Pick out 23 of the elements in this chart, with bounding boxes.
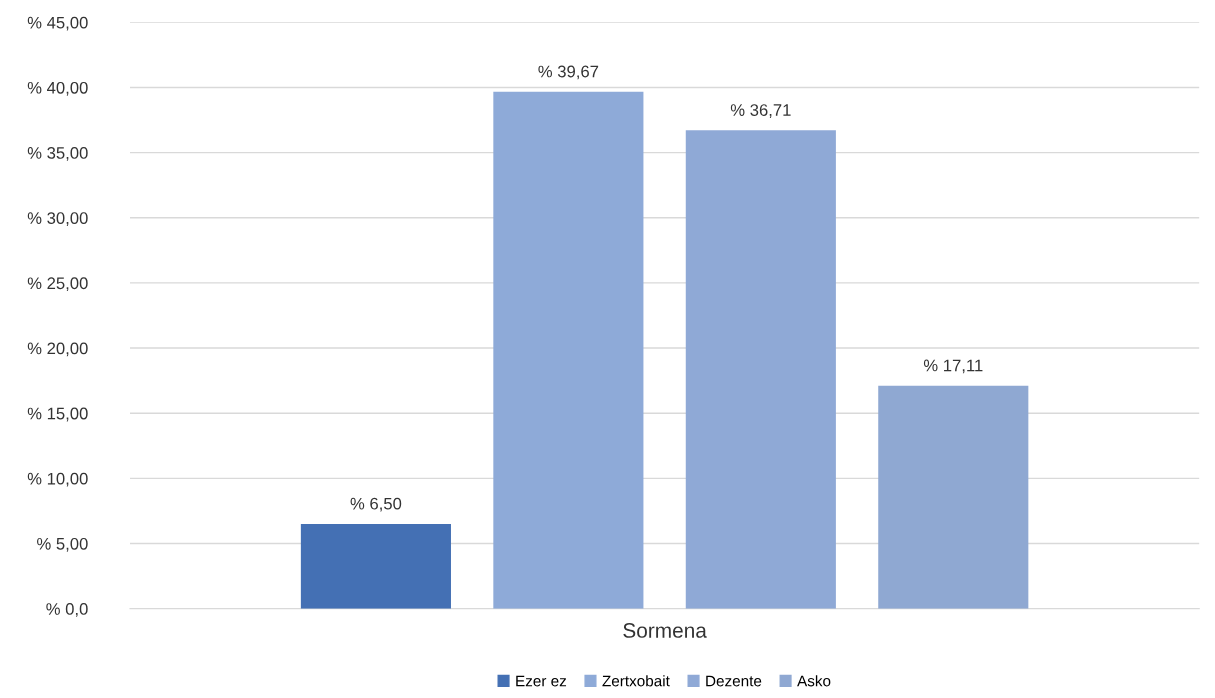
y-tick-label: % 15,00 bbox=[27, 407, 88, 422]
y-tick-label: % 45,00 bbox=[27, 16, 88, 31]
legend-label: Ezer ez bbox=[516, 675, 567, 687]
y-tick-label: % 20,00 bbox=[27, 342, 88, 357]
y-tick-label: % 10,00 bbox=[27, 472, 88, 487]
data-label: % 17,11 bbox=[923, 359, 983, 374]
bar bbox=[300, 523, 451, 609]
bar bbox=[878, 385, 1029, 609]
y-tick-label: % 40,00 bbox=[27, 81, 88, 96]
bar bbox=[685, 130, 836, 609]
y-tick-label: % 35,00 bbox=[27, 147, 88, 161]
bar bbox=[493, 91, 644, 609]
y-tick-label: % 30,00 bbox=[27, 212, 88, 226]
data-label: % 36,71 bbox=[730, 104, 791, 118]
y-tick-label: % 25,00 bbox=[27, 277, 88, 292]
y-tick-label: % 0,0 bbox=[46, 603, 88, 617]
x-tick-label: Sormena bbox=[623, 623, 707, 638]
legend-label: Zertxobait bbox=[602, 675, 670, 687]
y-tick-label: % 5,00 bbox=[37, 537, 88, 552]
legend-label: Asko bbox=[797, 675, 831, 687]
data-label: % 39,67 bbox=[538, 65, 599, 80]
data-label: % 6,50 bbox=[350, 497, 402, 512]
legend-label: Dezente bbox=[706, 675, 762, 687]
